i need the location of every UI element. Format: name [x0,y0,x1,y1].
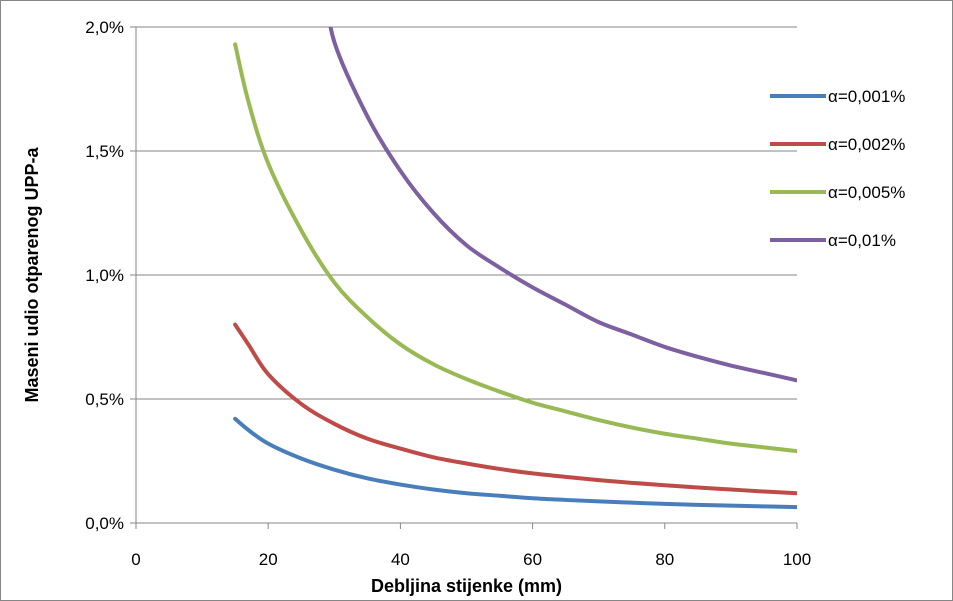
x-tick-label: 20 [259,550,278,569]
gridlines [136,26,797,400]
legend-label: α=0,005% [828,183,905,202]
tick-labels: 0,0% 0,5% 1,0% 1,5% 2,0% 0 20 40 60 80 100 [85,18,811,569]
x-tick-label: 40 [391,550,410,569]
series-line-3 [233,42,797,454]
x-tick-label: 0 [131,550,140,569]
legend: α=0,001% α=0,002% α=0,005% α=0,01% [770,87,905,250]
y-tick-label: 1,5% [85,142,124,161]
legend-label: α=0,01% [828,231,896,250]
y-tick-label: 0,0% [85,514,124,533]
axes [130,26,798,529]
legend-label: α=0,001% [828,87,905,106]
x-tick-label: 100 [783,550,811,569]
y-tick-label: 0,5% [85,390,124,409]
y-axis-label: Maseni udio otparenog UPP-a [22,147,42,403]
plot-area [233,27,797,510]
y-tick-label: 2,0% [85,18,124,37]
x-axis-label: Debljina stijenke (mm) [371,576,562,596]
x-tick-label: 60 [523,550,542,569]
series-line-4 [328,27,797,383]
x-tick-label: 80 [655,550,674,569]
y-tick-label: 1,0% [85,266,124,285]
series-line-1 [233,416,797,510]
series-line-2 [233,322,797,496]
legend-label: α=0,002% [828,135,905,154]
